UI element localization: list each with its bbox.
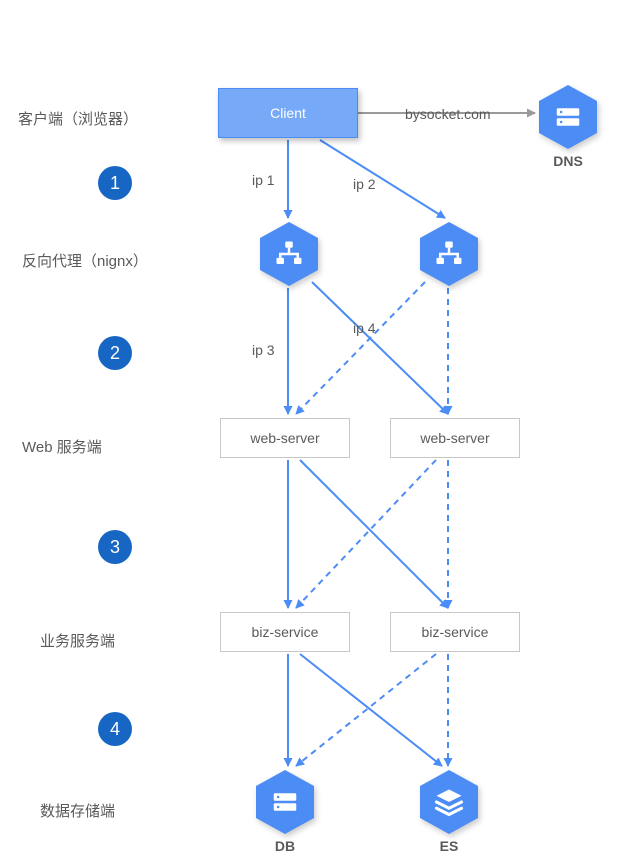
db-node [256,770,314,834]
step-badge-3: 3 [98,530,132,564]
layer-label-web: Web 服务端 [22,436,102,457]
es-caption: ES [420,838,478,854]
dns-caption: DNS [539,153,597,169]
proxy-left-node [260,222,318,286]
edge-label-ip2: ip 2 [353,176,376,192]
step-badge-4: 4 [98,712,132,746]
stack-icon [420,770,478,834]
layer-label-data: 数据存储端 [40,800,115,821]
dns-node [539,85,597,149]
web-server-left: web-server [220,418,350,458]
sitemap-icon [260,222,318,286]
web-server-left-label: web-server [250,430,319,446]
server-icon [256,770,314,834]
client-node-label: Client [270,105,306,121]
step-badge-1: 1 [98,166,132,200]
biz-service-right: biz-service [390,612,520,652]
biz-service-right-label: biz-service [422,624,489,640]
step-badge-2: 2 [98,336,132,370]
server-icon [539,85,597,149]
layer-label-biz: 业务服务端 [40,630,115,651]
biz-service-left-label: biz-service [252,624,319,640]
edge-label-ip4: ip 4 [353,320,376,336]
biz-service-left: biz-service [220,612,350,652]
edge-label-ip1: ip 1 [252,172,275,188]
edge-label-ip3: ip 3 [252,342,275,358]
client-node: Client [218,88,358,138]
web-server-right-label: web-server [420,430,489,446]
layer-label-client: 客户端（浏览器） [18,108,138,129]
layer-label-proxy: 反向代理（nignx） [22,250,148,271]
proxy-right-node [420,222,478,286]
sitemap-icon [420,222,478,286]
db-caption: DB [256,838,314,854]
edge-label-bysocket: bysocket.com [405,106,491,122]
web-server-right: web-server [390,418,520,458]
es-node [420,770,478,834]
